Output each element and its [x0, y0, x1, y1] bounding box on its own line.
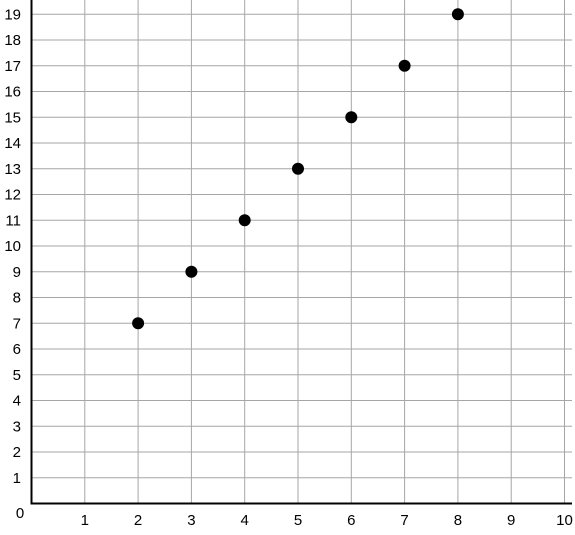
y-tick-label: 10 — [4, 238, 21, 255]
data-point — [451, 8, 464, 21]
data-point — [185, 265, 198, 278]
data-point — [345, 111, 358, 124]
x-tick-label: 8 — [454, 512, 462, 529]
y-tick-label: 13 — [4, 161, 21, 178]
x-tick-label: 5 — [294, 512, 302, 529]
y-tick-label: 8 — [13, 290, 21, 307]
y-tick-label: 2 — [13, 444, 21, 461]
y-tick-label: 6 — [13, 341, 21, 358]
data-point — [238, 214, 251, 227]
data-point — [132, 317, 145, 330]
x-tick-label: 3 — [187, 512, 195, 529]
y-tick-label: 18 — [4, 32, 21, 49]
y-tick-label: 7 — [13, 315, 21, 332]
x-tick-label: 9 — [507, 512, 515, 529]
x-tick-label: 6 — [347, 512, 355, 529]
x-tick-label: 10 — [556, 512, 573, 529]
y-tick-label: 17 — [4, 58, 21, 75]
y-tick-label: 16 — [4, 84, 21, 101]
x-tick-label: 7 — [400, 512, 408, 529]
y-tick-label: 4 — [13, 393, 21, 410]
x-tick-label: 2 — [134, 512, 142, 529]
data-points — [132, 8, 464, 330]
data-point — [292, 162, 304, 175]
y-tick-label: 11 — [5, 212, 21, 229]
origin-label: 0 — [16, 505, 24, 522]
tick-labels: 0 1 2 3 4 5 6 7 8 9 10123456789101112131415161718… — [4, 6, 573, 529]
data-point — [398, 59, 411, 72]
y-tick-label: 9 — [13, 264, 21, 281]
y-tick-label: 19 — [4, 6, 21, 23]
x-tick-label: 1 — [81, 512, 89, 529]
y-tick-label: 3 — [13, 418, 21, 435]
grid-lines — [31, 0, 572, 504]
y-tick-label: 15 — [4, 109, 21, 126]
axes — [30, 0, 572, 505]
y-tick-label: 5 — [13, 367, 21, 384]
y-tick-label: 1 — [13, 470, 21, 487]
y-tick-label: 12 — [4, 187, 21, 204]
y-tick-label: 14 — [4, 135, 21, 152]
x-tick-label: 4 — [241, 512, 249, 529]
